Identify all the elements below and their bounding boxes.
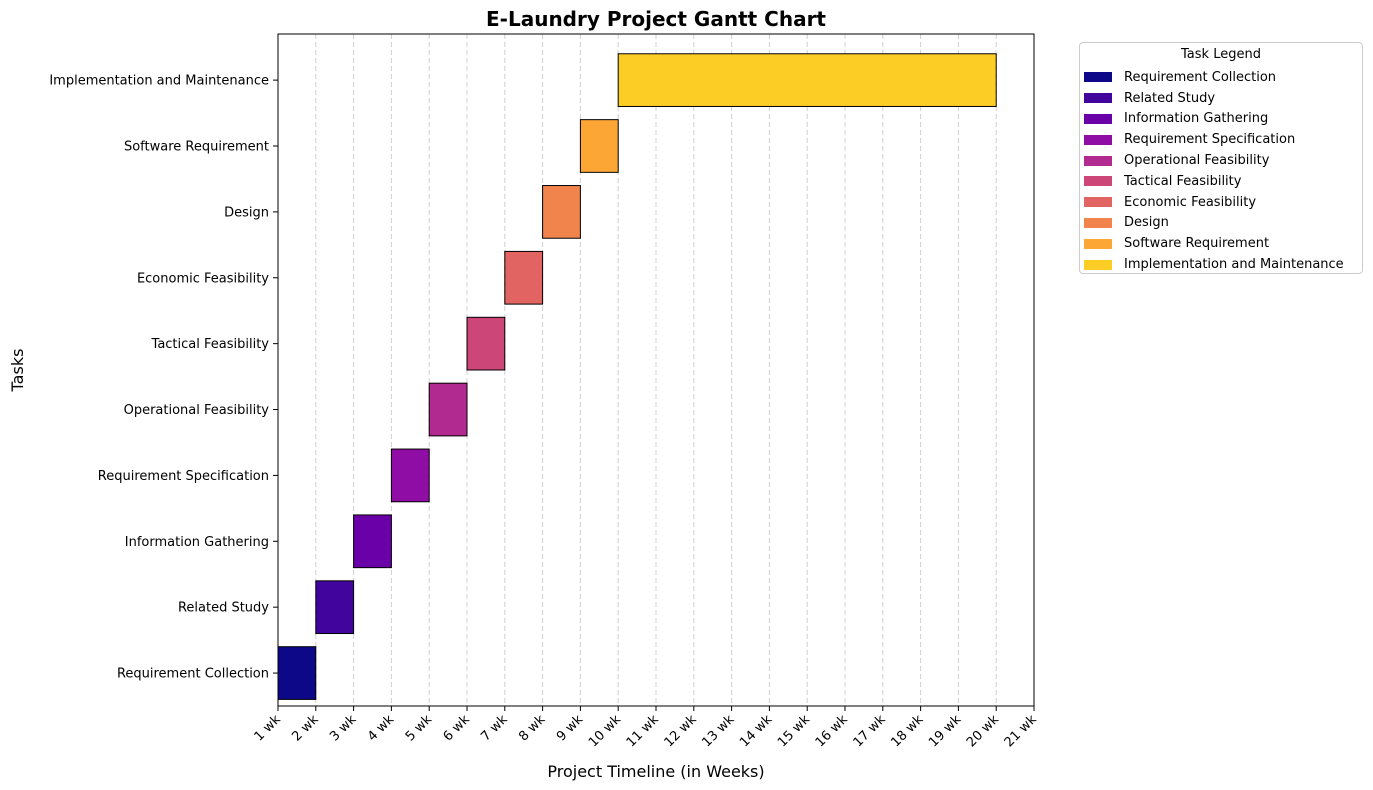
x-tick-label: 5 wk [403, 712, 436, 745]
x-tick-label: 17 wk [851, 712, 889, 750]
y-tick-label: Operational Feasibility [124, 403, 270, 418]
task-bar [504, 250, 544, 305]
y-axis-label: Tasks [8, 349, 27, 393]
x-tick-label: 11 wk [624, 712, 662, 750]
legend-swatch [1084, 197, 1112, 208]
legend-item: Requirement Collection [1080, 67, 1362, 88]
y-tick-label: Implementation and Maintenance [49, 74, 269, 89]
legend-label: Related Study [1124, 90, 1216, 106]
y-tick-label: Related Study [178, 601, 269, 616]
legend-items: Requirement Collection Related Study Infor… [1080, 67, 1362, 275]
legend-item: Tactical Feasibility [1080, 171, 1362, 192]
task-bar [315, 580, 355, 635]
legend-label: Information Gathering [1124, 111, 1269, 127]
x-tick-label: 8 wk [516, 712, 549, 745]
y-axis-ticks: Requirement Collection Related Study Infor… [49, 74, 278, 682]
legend-title: Task Legend [1181, 47, 1261, 62]
x-axis-label: Project Timeline (in Weeks) [547, 762, 764, 781]
x-tick-label: 15 wk [775, 712, 813, 750]
x-tick-label: 21 wk [1002, 712, 1040, 750]
chart-title: E-Laundry Project Gantt Chart [486, 7, 826, 31]
legend-swatch [1084, 134, 1112, 145]
task-bar [353, 514, 392, 569]
y-tick-label: Design [224, 205, 269, 220]
legend-item: Requirement Specification [1080, 129, 1362, 150]
x-tick-label: 13 wk [699, 712, 737, 750]
legend-label: Tactical Feasibility [1124, 173, 1242, 189]
grid-lines [277, 34, 1035, 706]
x-tick-label: 3 wk [327, 712, 360, 745]
legend-label: Software Requirement [1124, 236, 1270, 252]
legend-item: Economic Feasibility [1080, 192, 1362, 213]
y-tick-label: Information Gathering [125, 535, 269, 550]
legend-swatch [1084, 217, 1112, 228]
legend-swatch [1084, 93, 1112, 104]
y-tick-label: Tactical Feasibility [151, 337, 270, 352]
task-bar [542, 185, 581, 239]
legend-swatch [1084, 238, 1112, 249]
legend-label: Operational Feasibility [1124, 153, 1270, 169]
legend-item: Design [1080, 213, 1362, 234]
task-bar [390, 448, 430, 503]
legend-label: Design [1124, 215, 1169, 231]
legend-item: Operational Feasibility [1080, 150, 1362, 171]
y-tick-label: Requirement Specification [98, 469, 269, 484]
task-bars [277, 53, 997, 700]
legend-swatch [1084, 72, 1112, 83]
legend-swatch [1084, 113, 1112, 124]
legend-label: Economic Feasibility [1124, 194, 1257, 210]
x-tick-label: 7 wk [478, 712, 511, 745]
x-tick-label: 19 wk [926, 712, 964, 750]
x-tick-label: 12 wk [662, 712, 700, 750]
task-bar [579, 119, 619, 173]
legend-swatch [1084, 259, 1112, 270]
legend-label: Requirement Specification [1124, 132, 1296, 148]
legend-swatch [1084, 176, 1112, 187]
x-axis-ticks: 1 wk 2 wk 3 wk 4 wk 5 wk 6 wk 7 wk 8 wk 9 wk 10 w… [252, 706, 1040, 750]
x-tick-label: 14 wk [737, 712, 775, 750]
task-bar [466, 316, 506, 371]
y-tick-label: Economic Feasibility [137, 271, 269, 286]
x-tick-label: 20 wk [964, 712, 1002, 750]
x-tick-label: 9 wk [554, 712, 587, 745]
x-tick-label: 1 wk [252, 712, 285, 745]
legend-label: Requirement Collection [1124, 69, 1277, 85]
legend: Task Legend Requirement Collection Relate… [1079, 42, 1363, 274]
x-tick-label: 6 wk [441, 712, 474, 745]
task-bar [617, 53, 997, 107]
x-tick-label: 16 wk [813, 712, 851, 750]
x-tick-label: 18 wk [888, 712, 926, 750]
legend-item: Implementation and Maintenance [1080, 254, 1362, 275]
x-tick-label: 4 wk [365, 712, 398, 745]
y-tick-label: Software Requirement [124, 140, 269, 155]
x-tick-label: 2 wk [289, 712, 322, 745]
legend-label: Implementation and Maintenance [1124, 257, 1344, 273]
task-bar [277, 646, 317, 700]
legend-item: Related Study [1080, 88, 1362, 109]
task-bar [428, 382, 468, 437]
x-tick-label: 10 wk [586, 712, 624, 750]
legend-item: Information Gathering [1080, 109, 1362, 130]
y-tick-label: Requirement Collection [117, 667, 269, 682]
legend-swatch [1084, 155, 1112, 166]
legend-item: Software Requirement [1080, 233, 1362, 254]
